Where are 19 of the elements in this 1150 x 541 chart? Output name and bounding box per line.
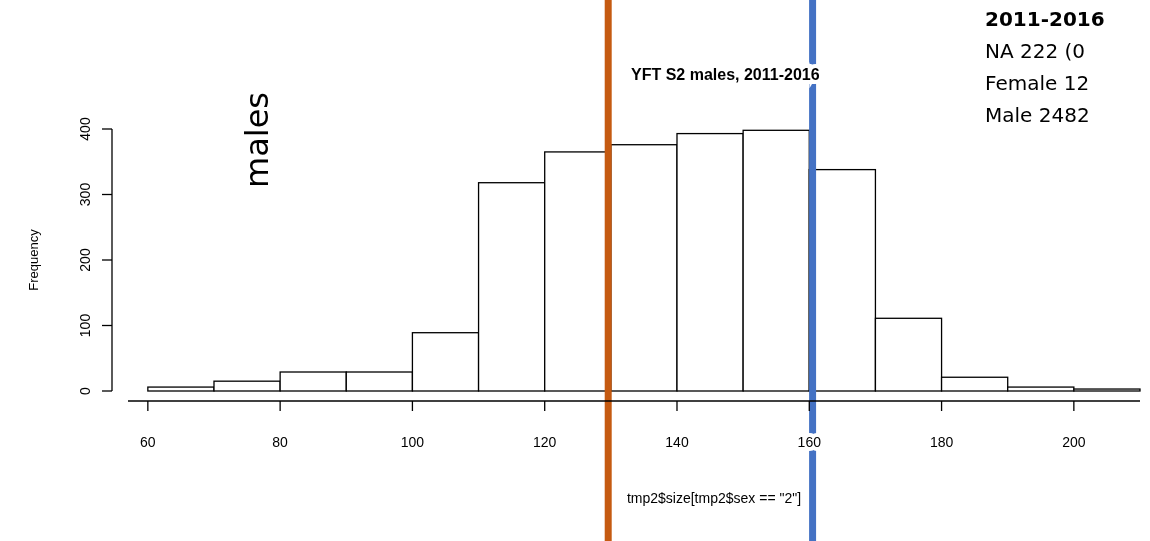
text: NA 222 (0 [985,39,1086,63]
y-tick-label: 400 [77,117,93,141]
x-tick-label: 200 [1062,434,1086,450]
x-tick-label: 60 [140,434,156,450]
annotation: males [238,91,276,189]
y-tick-label: 300 [77,182,93,207]
x-tick-label: 100 [400,434,425,450]
y-tick-label: 200 [77,248,93,272]
x-axis-title: tmp2$size[tmp2$sex == "2"] [626,490,802,506]
y-tick-label: 100 [77,313,93,338]
text: Male 2482 [985,103,1090,127]
x-tick-label: 80 [272,434,289,450]
y-tick-label: 0 [77,386,93,395]
x-tick-label: 120 [533,434,557,450]
x-tick-label: 140 [665,434,689,450]
y-axis-title: Frequency [26,228,41,291]
text: 2011-2016 [985,7,1105,31]
x-tick-label: 180 [929,434,954,450]
text: Female 12 [985,71,1090,95]
